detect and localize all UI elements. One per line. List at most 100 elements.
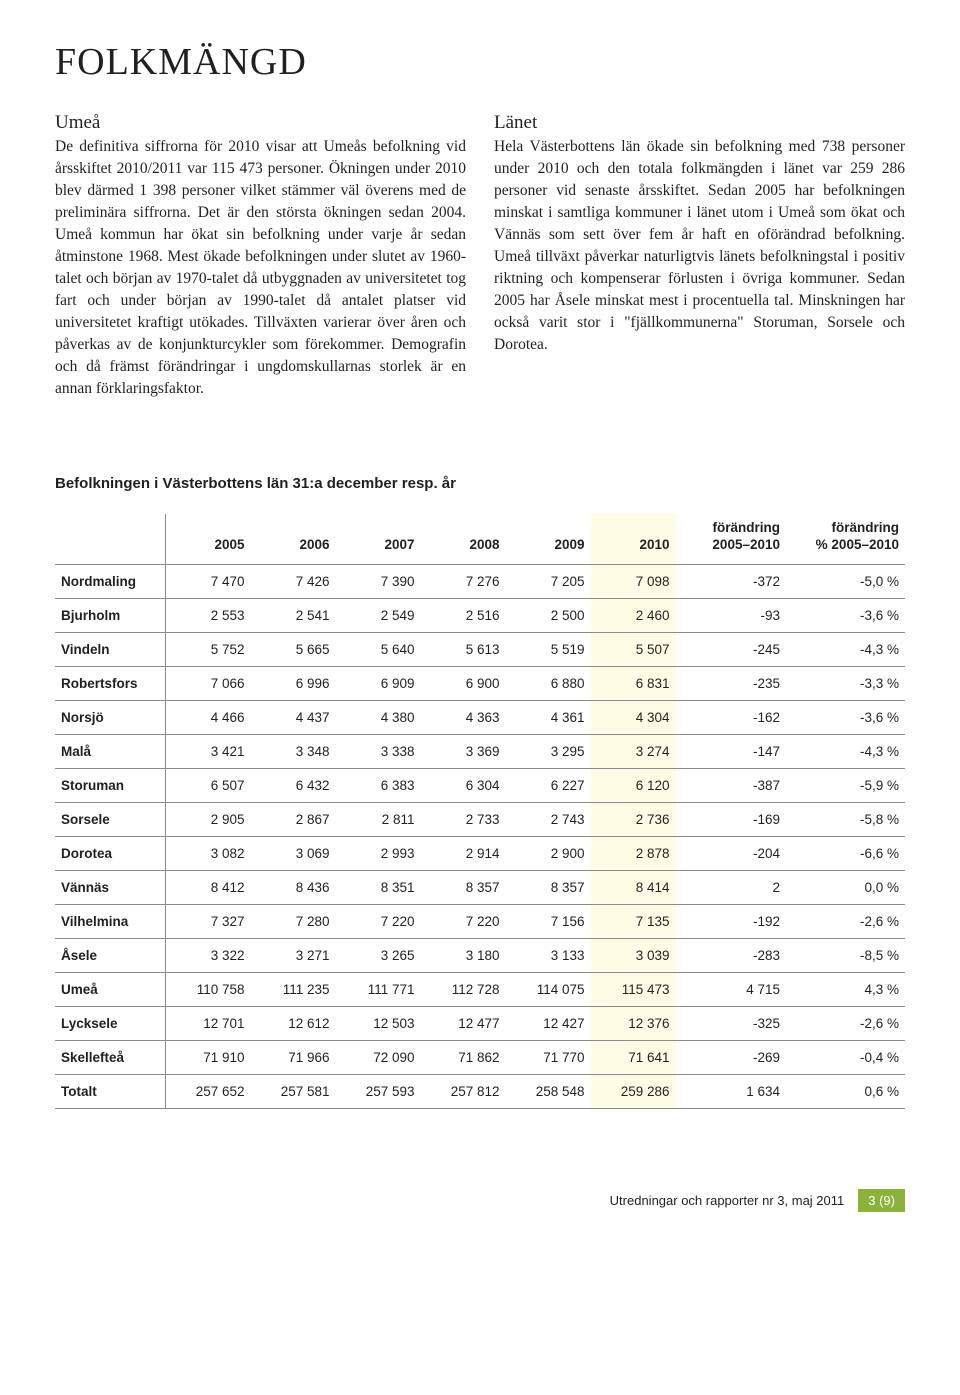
table-cell: -269 — [676, 1040, 787, 1074]
table-row: Vännäs8 4128 4368 3518 3578 3578 41420,0… — [55, 870, 905, 904]
table-cell: 7 066 — [166, 666, 251, 700]
table-row: Dorotea3 0823 0692 9932 9142 9002 878-20… — [55, 836, 905, 870]
table-cell: 2 — [676, 870, 787, 904]
table-cell: -372 — [676, 564, 787, 598]
table-cell: 3 265 — [336, 938, 421, 972]
table-cell: 3 322 — [166, 938, 251, 972]
table-cell: Sorsele — [55, 802, 166, 836]
table-cell: 110 758 — [166, 972, 251, 1006]
table-cell: 3 271 — [251, 938, 336, 972]
table-cell: 3 039 — [591, 938, 676, 972]
table-cell: -325 — [676, 1006, 787, 1040]
table-cell: 8 351 — [336, 870, 421, 904]
table-cell: 257 593 — [336, 1074, 421, 1108]
table-cell: 5 665 — [251, 632, 336, 666]
table-cell: 7 327 — [166, 904, 251, 938]
table-cell: -245 — [676, 632, 787, 666]
table-cell: 7 220 — [336, 904, 421, 938]
table-cell: -5,9 % — [786, 768, 905, 802]
table-cell: 2 993 — [336, 836, 421, 870]
table-cell: 71 641 — [591, 1040, 676, 1074]
table-cell: 6 432 — [251, 768, 336, 802]
table-cell: 2 905 — [166, 802, 251, 836]
table-cell: 6 880 — [506, 666, 591, 700]
table-cell: Dorotea — [55, 836, 166, 870]
table-cell: 7 156 — [506, 904, 591, 938]
table-row: Vindeln5 7525 6655 6405 6135 5195 507-24… — [55, 632, 905, 666]
table-cell: 6 227 — [506, 768, 591, 802]
table-cell: 2 733 — [421, 802, 506, 836]
table-header-cell — [55, 514, 166, 564]
table-cell: 257 581 — [251, 1074, 336, 1108]
table-cell: 3 069 — [251, 836, 336, 870]
table-cell: 115 473 — [591, 972, 676, 1006]
table-cell: 257 812 — [421, 1074, 506, 1108]
table-cell: 7 470 — [166, 564, 251, 598]
table-cell: -2,6 % — [786, 1006, 905, 1040]
table-cell: 72 090 — [336, 1040, 421, 1074]
table-cell: 3 369 — [421, 734, 506, 768]
table-cell: Åsele — [55, 938, 166, 972]
table-cell: 0,6 % — [786, 1074, 905, 1108]
left-column: Umeå De definitiva siffrorna för 2010 vi… — [55, 112, 466, 400]
table-cell: 8 436 — [251, 870, 336, 904]
right-column: Länet Hela Västerbottens län ökade sin b… — [494, 112, 905, 400]
table-header-cell: 2010 — [591, 514, 676, 564]
table-cell: Umeå — [55, 972, 166, 1006]
table-cell: Vindeln — [55, 632, 166, 666]
footer-text: Utredningar och rapporter nr 3, maj 2011 — [610, 1193, 845, 1208]
table-cell: 114 075 — [506, 972, 591, 1006]
table-cell: 7 390 — [336, 564, 421, 598]
table-row: Nordmaling7 4707 4267 3907 2767 2057 098… — [55, 564, 905, 598]
table-cell: -147 — [676, 734, 787, 768]
table-cell: 8 357 — [421, 870, 506, 904]
table-cell: 4 304 — [591, 700, 676, 734]
table-cell: 12 612 — [251, 1006, 336, 1040]
table-cell: -283 — [676, 938, 787, 972]
table-cell: 6 900 — [421, 666, 506, 700]
table-cell: 4 363 — [421, 700, 506, 734]
table-caption: Befolkningen i Västerbottens län 31:a de… — [55, 475, 905, 492]
table-cell: -4,3 % — [786, 632, 905, 666]
table-row: Åsele3 3223 2713 2653 1803 1333 039-283-… — [55, 938, 905, 972]
table-row: Lycksele12 70112 61212 50312 47712 42712… — [55, 1006, 905, 1040]
population-table: 200520062007200820092010förändring2005–2… — [55, 514, 905, 1109]
table-cell: -5,0 % — [786, 564, 905, 598]
table-cell: 2 811 — [336, 802, 421, 836]
table-cell: 111 771 — [336, 972, 421, 1006]
table-header-cell: 2008 — [421, 514, 506, 564]
table-cell: 2 867 — [251, 802, 336, 836]
table-cell: -6,6 % — [786, 836, 905, 870]
table-cell: 259 286 — [591, 1074, 676, 1108]
table-cell: 4 437 — [251, 700, 336, 734]
table-cell: -162 — [676, 700, 787, 734]
right-body: Hela Västerbottens län ökade sin befolkn… — [494, 136, 905, 356]
table-cell: 2 553 — [166, 598, 251, 632]
table-cell: 71 862 — [421, 1040, 506, 1074]
table-cell: 12 427 — [506, 1006, 591, 1040]
table-cell: 7 280 — [251, 904, 336, 938]
table-header-row: 200520062007200820092010förändring2005–2… — [55, 514, 905, 564]
table-cell: 6 996 — [251, 666, 336, 700]
table-header-cell: 2006 — [251, 514, 336, 564]
left-heading: Umeå — [55, 112, 466, 134]
table-cell: -204 — [676, 836, 787, 870]
page-title: FOLKMÄNGD — [55, 40, 905, 84]
table-cell: Vännäs — [55, 870, 166, 904]
table-cell: 5 519 — [506, 632, 591, 666]
table-cell: 3 180 — [421, 938, 506, 972]
table-cell: 2 500 — [506, 598, 591, 632]
table-cell: 7 220 — [421, 904, 506, 938]
table-cell: Lycksele — [55, 1006, 166, 1040]
table-cell: 5 640 — [336, 632, 421, 666]
table-cell: 2 460 — [591, 598, 676, 632]
table-row: Robertsfors7 0666 9966 9096 9006 8806 83… — [55, 666, 905, 700]
table-cell: Norsjö — [55, 700, 166, 734]
table-cell: 6 304 — [421, 768, 506, 802]
table-row: Norsjö4 4664 4374 3804 3634 3614 304-162… — [55, 700, 905, 734]
table-cell: -3,6 % — [786, 598, 905, 632]
table-cell: 5 507 — [591, 632, 676, 666]
table-cell: 257 652 — [166, 1074, 251, 1108]
table-cell: 112 728 — [421, 972, 506, 1006]
table-row: Totalt257 652257 581257 593257 812258 54… — [55, 1074, 905, 1108]
